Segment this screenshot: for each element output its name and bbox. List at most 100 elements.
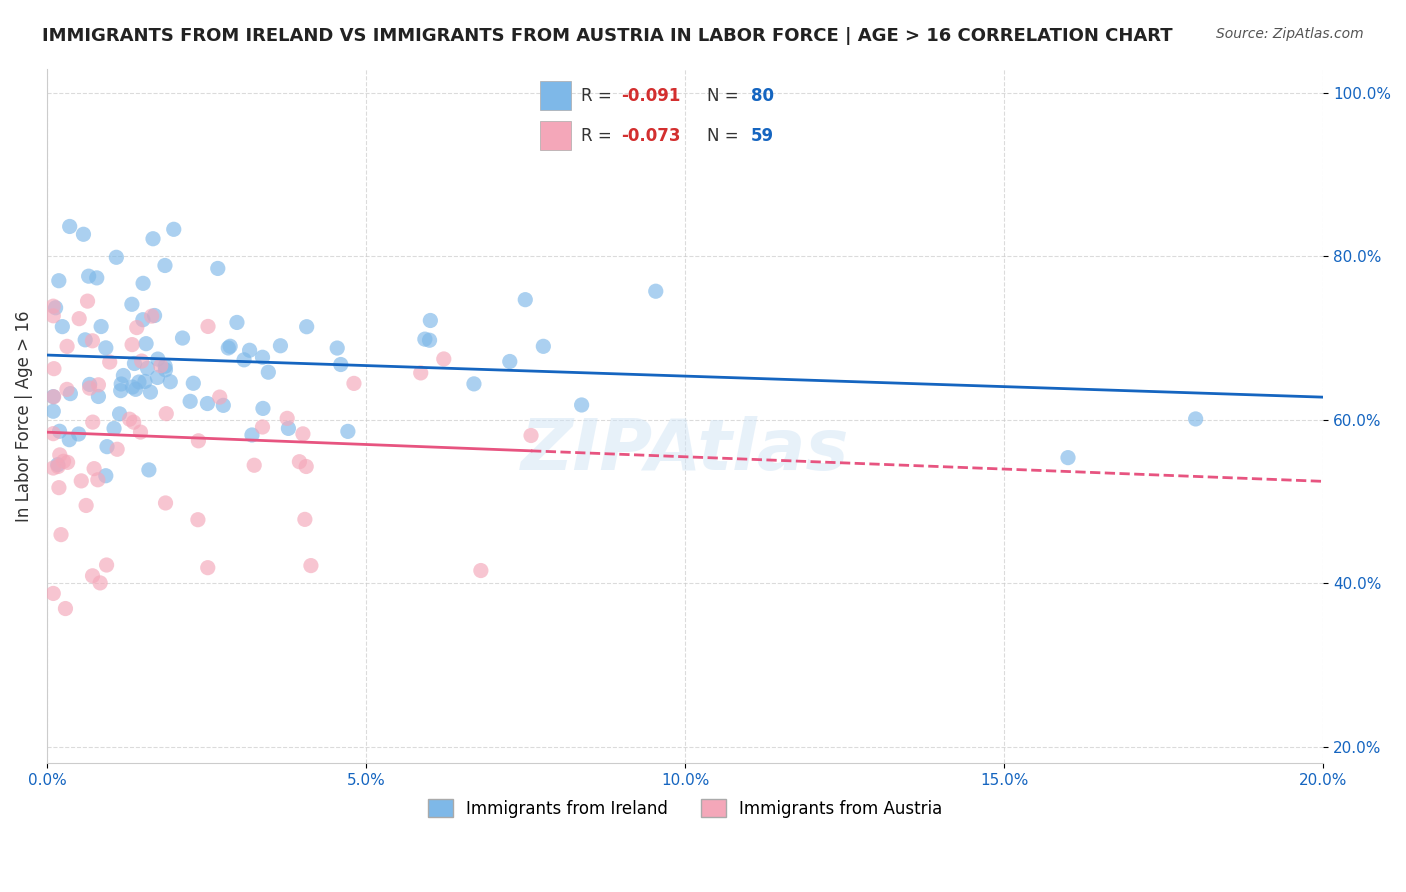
Immigrants from Ireland bbox=[172, 331, 194, 345]
Immigrants from Ireland bbox=[571, 398, 593, 412]
Text: 59: 59 bbox=[751, 128, 773, 145]
Immigrants from Ireland bbox=[163, 222, 186, 236]
Immigrants from Ireland bbox=[124, 356, 146, 370]
Immigrants from Ireland bbox=[252, 351, 274, 365]
Immigrants from Austria bbox=[70, 474, 93, 488]
Immigrants from Austria bbox=[131, 354, 153, 368]
Immigrants from Ireland bbox=[112, 368, 135, 383]
Immigrants from Austria bbox=[75, 499, 97, 513]
Immigrants from Austria bbox=[118, 412, 141, 426]
Immigrants from Ireland bbox=[94, 468, 117, 483]
Legend: Immigrants from Ireland, Immigrants from Austria: Immigrants from Ireland, Immigrants from… bbox=[420, 793, 949, 824]
Immigrants from Austria bbox=[197, 319, 219, 334]
Immigrants from Ireland bbox=[94, 341, 117, 355]
Immigrants from Austria bbox=[82, 334, 104, 348]
Immigrants from Austria bbox=[98, 355, 121, 369]
FancyBboxPatch shape bbox=[540, 121, 571, 150]
Immigrants from Ireland bbox=[135, 336, 157, 351]
Text: R =: R = bbox=[581, 128, 617, 145]
Immigrants from Ireland bbox=[226, 315, 249, 329]
Immigrants from Austria bbox=[42, 586, 65, 600]
Immigrants from Austria bbox=[82, 415, 104, 429]
Immigrants from Ireland bbox=[531, 339, 554, 353]
Immigrants from Ireland bbox=[329, 358, 352, 372]
Immigrants from Austria bbox=[56, 383, 79, 397]
Immigrants from Austria bbox=[433, 351, 456, 366]
Immigrants from Austria bbox=[83, 461, 105, 475]
Immigrants from Ireland bbox=[59, 386, 82, 401]
Text: -0.091: -0.091 bbox=[621, 87, 681, 105]
Immigrants from Ireland bbox=[79, 377, 101, 392]
Immigrants from Ireland bbox=[46, 458, 69, 472]
Immigrants from Austria bbox=[141, 309, 163, 323]
Immigrants from Austria bbox=[121, 337, 143, 351]
Immigrants from Austria bbox=[87, 473, 110, 487]
Immigrants from Ireland bbox=[72, 227, 94, 242]
Immigrants from Ireland bbox=[67, 427, 90, 442]
Immigrants from Ireland bbox=[110, 377, 132, 392]
Immigrants from Ireland bbox=[153, 259, 176, 273]
Immigrants from Austria bbox=[252, 420, 274, 434]
Immigrants from Austria bbox=[96, 558, 118, 572]
Immigrants from Austria bbox=[276, 411, 298, 425]
Immigrants from Ireland bbox=[121, 380, 143, 394]
Immigrants from Ireland bbox=[142, 232, 165, 246]
Immigrants from Austria bbox=[288, 455, 311, 469]
Immigrants from Ireland bbox=[103, 421, 125, 435]
Immigrants from Austria bbox=[42, 426, 65, 441]
Immigrants from Austria bbox=[46, 459, 69, 474]
Immigrants from Ireland bbox=[134, 375, 156, 389]
Immigrants from Ireland bbox=[132, 312, 155, 326]
Text: ZIPAtlas: ZIPAtlas bbox=[520, 416, 849, 485]
Immigrants from Austria bbox=[52, 454, 75, 468]
Immigrants from Austria bbox=[76, 294, 98, 309]
Immigrants from Austria bbox=[48, 481, 70, 495]
Immigrants from Ireland bbox=[51, 319, 73, 334]
Immigrants from Ireland bbox=[146, 370, 169, 384]
Immigrants from Austria bbox=[343, 376, 366, 391]
Immigrants from Ireland bbox=[515, 293, 537, 307]
Immigrants from Ireland bbox=[179, 394, 201, 409]
Immigrants from Ireland bbox=[233, 352, 256, 367]
Immigrants from Ireland bbox=[463, 376, 485, 391]
FancyBboxPatch shape bbox=[540, 81, 571, 110]
Immigrants from Austria bbox=[49, 448, 72, 462]
Immigrants from Ireland bbox=[252, 401, 274, 416]
Immigrants from Ireland bbox=[499, 354, 522, 368]
Immigrants from Austria bbox=[42, 299, 65, 313]
Immigrants from Ireland bbox=[1184, 412, 1206, 426]
Text: -0.073: -0.073 bbox=[621, 128, 681, 145]
Immigrants from Ireland bbox=[124, 382, 146, 396]
Immigrants from Ireland bbox=[110, 384, 132, 398]
Immigrants from Ireland bbox=[136, 361, 159, 376]
Immigrants from Ireland bbox=[75, 333, 97, 347]
Immigrants from Austria bbox=[55, 601, 77, 615]
Immigrants from Austria bbox=[243, 458, 266, 473]
Immigrants from Ireland bbox=[132, 277, 155, 291]
Immigrants from Ireland bbox=[197, 396, 219, 410]
Text: N =: N = bbox=[707, 128, 744, 145]
Immigrants from Ireland bbox=[269, 339, 291, 353]
Immigrants from Ireland bbox=[181, 376, 204, 391]
Immigrants from Ireland bbox=[419, 333, 441, 347]
Immigrants from Ireland bbox=[105, 250, 128, 264]
Immigrants from Ireland bbox=[48, 424, 70, 438]
Immigrants from Austria bbox=[125, 320, 148, 334]
Immigrants from Ireland bbox=[96, 440, 118, 454]
Immigrants from Ireland bbox=[48, 274, 70, 288]
Immigrants from Austria bbox=[105, 442, 128, 457]
Immigrants from Austria bbox=[155, 496, 177, 510]
Immigrants from Ireland bbox=[1057, 450, 1080, 465]
Immigrants from Ireland bbox=[217, 341, 239, 355]
Immigrants from Austria bbox=[208, 390, 231, 404]
Immigrants from Austria bbox=[89, 575, 111, 590]
Immigrants from Ireland bbox=[239, 343, 262, 358]
Immigrants from Ireland bbox=[212, 398, 235, 412]
Immigrants from Austria bbox=[79, 381, 101, 395]
Immigrants from Ireland bbox=[42, 390, 65, 404]
Text: R =: R = bbox=[581, 87, 617, 105]
Text: N =: N = bbox=[707, 87, 744, 105]
Immigrants from Ireland bbox=[240, 428, 263, 442]
Immigrants from Austria bbox=[56, 339, 79, 353]
Immigrants from Austria bbox=[197, 560, 219, 574]
